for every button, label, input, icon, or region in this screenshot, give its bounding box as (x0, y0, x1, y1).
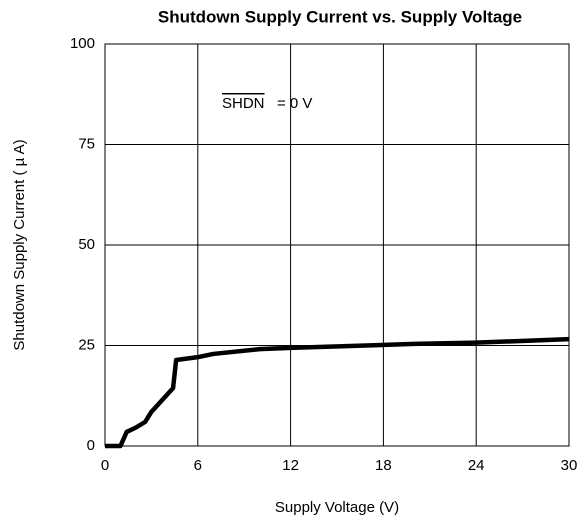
y-axis-label: Shutdown Supply Current ( µ A) (11, 139, 28, 350)
data-line (105, 336, 570, 449)
x-tick-label: 30 (561, 457, 578, 474)
plot-frame (104, 43, 570, 447)
x-tick-label: 6 (194, 457, 202, 474)
x-tick-label: 24 (468, 457, 485, 474)
x-tick-label: 18 (375, 457, 392, 474)
y-tick-label: 25 (78, 336, 95, 353)
x-axis-label: Supply Voltage (V) (275, 499, 399, 516)
y-tick-label: 75 (78, 135, 95, 152)
chart-title: Shutdown Supply Current vs. Supply Volta… (158, 7, 522, 26)
y-tick-label: 100 (70, 35, 95, 52)
y-tick-label: 50 (78, 236, 95, 253)
annotation-text: = 0 V (277, 95, 312, 112)
x-tick-label: 0 (101, 457, 109, 474)
annotation-signal: SHDN (222, 95, 265, 112)
x-tick-label: 12 (282, 457, 299, 474)
y-tick-label: 0 (87, 437, 95, 454)
